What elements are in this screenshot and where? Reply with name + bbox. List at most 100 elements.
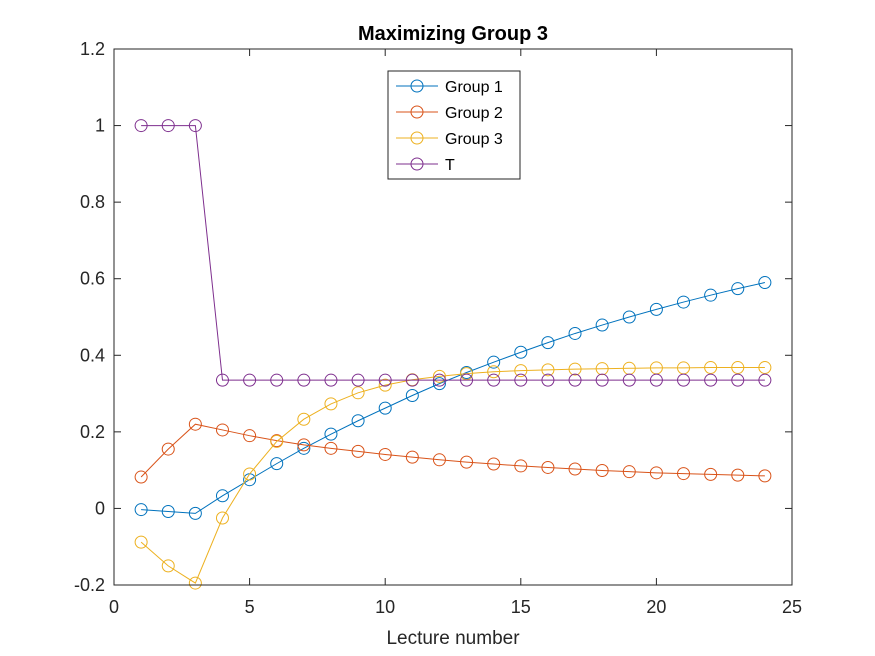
data-point [378,447,392,461]
series-2 [134,417,772,484]
y-tick-label: 0 [95,498,105,518]
data-point [297,438,311,452]
legend-marker-icon [410,105,424,119]
y-tick-label: 0.8 [80,192,105,212]
data-point [161,119,175,133]
x-tick-label: 10 [375,597,395,617]
data-point [758,469,772,483]
data-point [758,373,772,387]
data-point [324,373,338,387]
data-point [568,462,582,476]
axis-ticks: 0 5 10 15 20 25-0.200.20.40.60.811.2 [74,39,802,617]
data-point [161,442,175,456]
data-point [677,467,691,481]
x-tick-label: 15 [511,597,531,617]
legend-label: Group 3 [445,131,503,148]
data-point [595,318,609,332]
data-point [487,365,501,379]
series-line [140,423,765,478]
x-tick-label: 5 [245,597,255,617]
legend-marker-icon [410,131,424,145]
data-point [514,345,528,359]
x-tick-label: 0 [109,597,119,617]
series-line [141,282,765,514]
data-point [378,373,392,387]
data-point [161,504,175,518]
series-1 [134,276,772,520]
data-point [351,414,365,428]
legend-label: T [445,157,455,174]
x-axis-label: Lecture number [386,628,520,649]
data-point [595,362,609,376]
y-tick-label: 0.4 [80,345,105,365]
data-point [568,362,582,376]
data-point [460,367,474,381]
data-point [405,450,419,464]
data-point [188,119,202,133]
data-point [243,373,257,387]
series-3 [134,361,772,590]
x-tick-label: 20 [646,597,666,617]
data-point [405,373,419,387]
data-point [161,559,175,573]
y-tick-label: 0.2 [80,422,105,442]
data-point [324,397,338,411]
data-point [514,364,528,378]
data-point [731,282,745,296]
legend-label: Group 2 [445,105,503,122]
data-point [460,373,474,387]
data-point [487,355,501,369]
data-point [134,535,148,549]
data-point [704,361,718,375]
legend-label: Group 1 [445,79,503,96]
data-point [324,427,338,441]
data-point [622,310,636,324]
data-point [514,459,528,473]
y-tick-label: -0.2 [74,575,105,595]
data-point [297,412,311,426]
data-point [622,465,636,479]
data-point [731,373,745,387]
data-point [270,373,284,387]
data-point [134,470,148,484]
data-point [378,378,392,392]
data-point [188,417,202,431]
data-point [595,373,609,387]
data-point [351,386,365,400]
chart-title: Maximizing Group 3 [358,23,548,45]
data-point [215,423,229,437]
data-point [595,464,609,478]
data-point [649,466,663,480]
data-point [704,467,718,481]
data-point [432,369,446,383]
data-point [297,373,311,387]
data-point [270,434,284,448]
data-point [188,506,202,520]
legend-marker-icon [410,157,424,171]
data-point [324,441,338,455]
data-point [432,373,446,387]
legend: Group 1 Group 2 Group 3 T [387,70,521,180]
data-point [405,388,419,402]
series-line [140,367,765,584]
y-tick-label: 1 [95,116,105,136]
data-point [243,429,257,443]
data-point [215,489,229,503]
series-4 [134,119,772,387]
data-point [541,336,555,350]
data-point [188,576,202,590]
data-point [215,373,229,387]
series-layer [134,119,772,590]
legend-box [387,70,521,180]
x-tick-label: 25 [782,597,802,617]
data-point [432,453,446,467]
data-point [215,511,229,525]
series-line [141,125,765,381]
data-point [649,302,663,316]
data-point [351,373,365,387]
data-point [541,460,555,474]
y-tick-label: 1.2 [80,39,105,59]
data-point [297,441,311,455]
data-point [134,119,148,133]
